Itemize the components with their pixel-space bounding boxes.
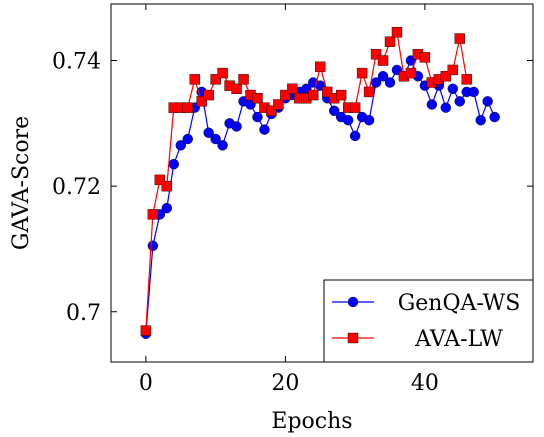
y-axis-label: GAVA-Score [9, 116, 34, 250]
legend-label-genqa-ws: GenQA-WS [398, 291, 521, 316]
data-point-genqa-ws [377, 71, 389, 82]
x-tick-label: 20 [271, 371, 299, 396]
data-point-ava-lw [447, 64, 458, 76]
legend-box [323, 279, 534, 363]
data-point-ava-lw [287, 83, 298, 94]
plot-series-group [140, 27, 500, 339]
data-point-ava-lw [315, 61, 326, 73]
x-tick-label: 40 [411, 371, 439, 396]
data-point-genqa-ws [168, 158, 179, 170]
data-point-ava-lw [419, 52, 431, 63]
data-point-genqa-ws [259, 124, 270, 135]
data-point-genqa-ws [161, 202, 173, 214]
data-point-genqa-ws [475, 114, 486, 126]
data-point-genqa-ws [440, 102, 452, 113]
data-point-ava-lw [147, 209, 159, 220]
data-point-ava-lw [210, 74, 221, 85]
data-point-genqa-ws [147, 240, 159, 252]
data-point-ava-lw [273, 99, 284, 110]
data-point-ava-lw [356, 67, 368, 79]
data-point-ava-lw [308, 89, 319, 101]
data-point-genqa-ws [426, 99, 438, 110]
x-axis-label: Epochs [271, 409, 352, 434]
data-point-ava-lw [377, 55, 389, 66]
data-point-ava-lw [161, 180, 173, 192]
data-point-genqa-ws [217, 140, 228, 151]
data-point-genqa-ws [384, 77, 396, 88]
data-point-genqa-ws [203, 127, 214, 138]
legend: GenQA-WS AVA-LW [323, 279, 534, 363]
y-tick-label: 0.7 [66, 301, 101, 326]
data-point-ava-lw [238, 74, 249, 85]
data-point-genqa-ws [342, 114, 354, 126]
data-point-ava-lw [391, 27, 403, 38]
data-point-genqa-ws [454, 96, 465, 107]
legend-marker-ava-lw [347, 332, 359, 344]
data-point-ava-lw [370, 49, 382, 60]
data-point-genqa-ws [447, 83, 458, 94]
data-point-ava-lw [349, 102, 361, 113]
data-point-genqa-ws [468, 86, 479, 98]
data-point-genqa-ws [329, 105, 340, 116]
data-point-ava-lw [182, 102, 193, 113]
data-point-ava-lw [217, 67, 228, 79]
data-point-ava-lw [440, 71, 452, 82]
data-point-ava-lw [203, 89, 214, 101]
legend-label-ava-lw: AVA-LW [414, 327, 503, 352]
data-point-ava-lw [252, 93, 263, 104]
data-point-genqa-ws [349, 130, 361, 142]
data-point-genqa-ws [252, 111, 263, 123]
data-point-ava-lw [189, 74, 200, 85]
data-point-ava-lw [140, 325, 152, 336]
data-point-genqa-ws [175, 140, 186, 151]
data-point-ava-lw [280, 89, 291, 101]
data-point-genqa-ws [482, 96, 493, 107]
data-point-ava-lw [454, 33, 465, 44]
data-point-ava-lw [322, 86, 333, 98]
data-point-ava-lw [363, 86, 375, 98]
data-point-ava-lw [335, 89, 347, 101]
data-point-ava-lw [461, 74, 472, 85]
data-point-genqa-ws [182, 133, 193, 145]
x-tick-label: 0 [139, 371, 153, 396]
legend-marker-genqa-ws [347, 296, 359, 308]
data-point-ava-lw [384, 36, 396, 47]
data-point-ava-lw [196, 96, 207, 107]
plot-frame [110, 3, 534, 363]
plot-area [140, 27, 500, 339]
data-point-ava-lw [231, 83, 242, 94]
data-point-genqa-ws [231, 121, 242, 132]
y-tick-label: 0.72 [52, 175, 101, 200]
data-point-ava-lw [154, 174, 166, 186]
data-point-genqa-ws [489, 111, 500, 123]
data-point-genqa-ws [210, 133, 221, 145]
data-point-ava-lw [266, 105, 277, 116]
axes: 0 20 40 0.7 0.72 0.74 Epochs GAVA-Score [9, 3, 534, 434]
data-point-genqa-ws [363, 114, 375, 126]
data-point-ava-lw [405, 67, 417, 79]
y-tick-label: 0.74 [52, 50, 101, 75]
